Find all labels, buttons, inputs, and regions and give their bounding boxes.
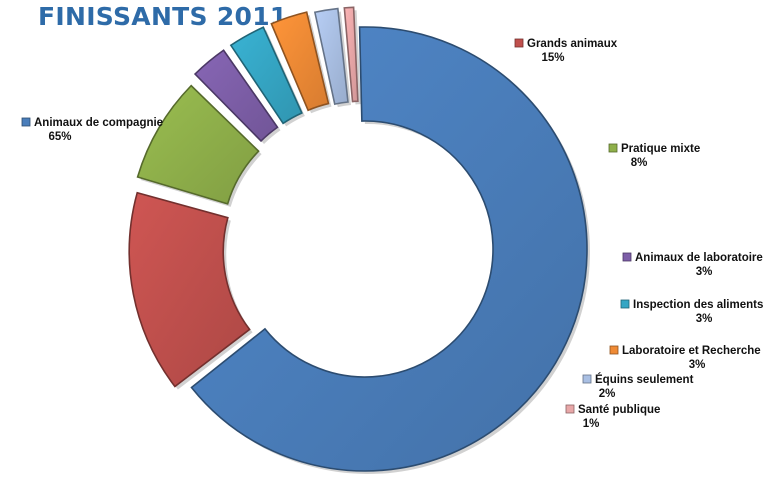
- slice-value-label: 3%: [696, 313, 713, 325]
- slice-grands-animaux: [128, 191, 251, 388]
- slice-label: Équins seulement: [595, 373, 694, 386]
- slice-equins-seulement: [313, 7, 349, 106]
- slice-label: Animaux de laboratoire: [635, 252, 763, 264]
- slice-value-label: 15%: [541, 52, 564, 64]
- legend-swatch: [620, 299, 630, 309]
- slice-value-label: 1%: [583, 418, 600, 430]
- slice-animaux-de-laboratoire: [193, 49, 279, 143]
- slice-value-label: 3%: [696, 266, 713, 278]
- legend-swatch: [514, 38, 524, 48]
- slice-value-label: 8%: [631, 157, 648, 169]
- slice-label: Laboratoire et Recherche: [622, 345, 761, 357]
- legend-swatch: [609, 345, 619, 355]
- slice-label: Grands animaux: [527, 38, 618, 50]
- legend-swatch: [565, 404, 575, 414]
- legend-swatch: [21, 117, 31, 127]
- slice-animaux-de-compagnie: [190, 26, 588, 472]
- slice-value-label: 65%: [48, 131, 71, 143]
- legend-swatch: [608, 143, 618, 153]
- slice-label: Santé publique: [578, 404, 660, 416]
- slice-laboratoire-et-recherche: [270, 11, 330, 112]
- legend-swatch: [622, 252, 632, 262]
- slice-value-label: 2%: [599, 388, 616, 400]
- slice-label: Animaux de compagnie: [34, 117, 163, 129]
- legend-swatch: [582, 374, 592, 384]
- chart-title: FINISSANTS 2011: [38, 2, 288, 31]
- slice-inspection-des-aliments: [229, 26, 303, 125]
- slice-label: Pratique mixte: [621, 143, 700, 155]
- slice-pratique-mixte: [136, 84, 260, 205]
- slice-sante-publique: [343, 6, 359, 103]
- slice-label: Inspection des aliments: [633, 299, 763, 311]
- slice-value-label: 3%: [689, 359, 706, 371]
